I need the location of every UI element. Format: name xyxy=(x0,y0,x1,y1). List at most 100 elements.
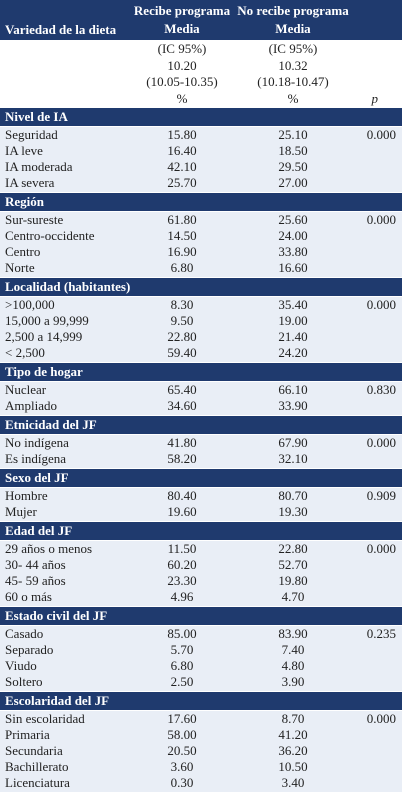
summary-cell: % xyxy=(176,90,188,106)
row-label: Licenciatura xyxy=(5,775,70,790)
value-cell: 3.90 xyxy=(281,674,305,689)
value-cell: 41.20 xyxy=(278,727,308,742)
summary-cell: (10.05-10.35) xyxy=(146,74,218,89)
value-cell: 24.20 xyxy=(278,345,308,360)
section-band xyxy=(0,522,402,540)
section-body xyxy=(0,382,402,415)
value-cell: 25.10 xyxy=(278,127,308,142)
value-cell: 27.00 xyxy=(278,175,308,190)
row-label: Bachillerato xyxy=(5,759,69,774)
value-cell: 16.60 xyxy=(278,260,308,275)
section-title: Localidad (habitantes) xyxy=(5,279,131,294)
row-label: 45- 59 años xyxy=(5,573,66,588)
row-label: Ampliado xyxy=(5,398,57,413)
value-cell: 60.20 xyxy=(167,557,197,572)
section-title: Etnicidad del JF xyxy=(5,417,97,432)
column-subtitle: Media xyxy=(164,21,200,36)
value-cell: 6.80 xyxy=(170,658,194,673)
row-label: Hombre xyxy=(5,488,48,503)
row-label: IA leve xyxy=(5,143,43,158)
row-label: Soltero xyxy=(5,674,43,689)
value-cell: 35.40 xyxy=(278,297,308,312)
row-label: Separado xyxy=(5,642,54,657)
section-body xyxy=(0,212,402,277)
section-body xyxy=(0,435,402,468)
value-cell: 66.10 xyxy=(278,382,308,397)
row-label: Seguridad xyxy=(5,127,58,142)
value-cell: 41.80 xyxy=(167,435,197,450)
p-value: 0.000 xyxy=(366,541,396,556)
value-cell: 85.00 xyxy=(167,626,197,641)
row-label: Casado xyxy=(5,626,44,641)
value-cell: 4.70 xyxy=(281,589,305,604)
row-label: 60 o más xyxy=(5,589,52,604)
value-cell: 3.40 xyxy=(281,775,305,790)
p-value: 0.235 xyxy=(366,626,396,641)
column-title: Recibe programa xyxy=(133,3,231,18)
section-title: Sexo del JF xyxy=(5,470,69,485)
value-cell: 4.96 xyxy=(170,589,194,604)
summary-cell: (IC 95%) xyxy=(268,41,318,56)
column-subtitle: Media xyxy=(275,21,311,36)
row-label: Mujer xyxy=(5,504,37,519)
value-cell: 80.40 xyxy=(167,488,197,503)
section-band xyxy=(0,692,402,710)
value-cell: 21.40 xyxy=(278,329,308,344)
p-value: 0.830 xyxy=(366,382,396,397)
value-cell: 19.00 xyxy=(278,313,308,328)
value-cell: 9.50 xyxy=(170,313,194,328)
value-cell: 19.80 xyxy=(278,573,308,588)
section-title: Tipo de hogar xyxy=(5,364,83,379)
column-title: No recibe programa xyxy=(237,3,349,18)
row-label: Es indígena xyxy=(5,451,67,466)
value-cell: 4.80 xyxy=(281,658,305,673)
p-value: 0.000 xyxy=(366,435,396,450)
value-cell: 16.40 xyxy=(167,143,197,158)
value-cell: 33.80 xyxy=(278,244,308,259)
row-label: Primaria xyxy=(5,727,50,742)
row-label: 15,000 a 99,999 xyxy=(5,313,89,328)
value-cell: 8.30 xyxy=(170,297,194,312)
section-band xyxy=(0,469,402,487)
section-title: Escolaridad del JF xyxy=(5,693,110,708)
section-title: Región xyxy=(5,194,44,209)
section-title: Nivel de IA xyxy=(5,109,68,124)
value-cell: 3.60 xyxy=(170,759,194,774)
row-label: IA severa xyxy=(5,175,55,190)
row-label: < 2,500 xyxy=(5,345,45,360)
value-cell: 10.50 xyxy=(278,759,308,774)
value-cell: 58.00 xyxy=(167,727,197,742)
row-label: Centro xyxy=(5,244,41,259)
value-cell: 16.90 xyxy=(167,244,197,259)
section-body xyxy=(0,626,402,691)
value-cell: 65.40 xyxy=(167,382,197,397)
p-label: p xyxy=(371,90,379,106)
section-body xyxy=(0,297,402,362)
value-cell: 24.00 xyxy=(278,228,308,243)
section-band xyxy=(0,108,402,126)
p-value: 0.000 xyxy=(366,212,396,227)
row-label: No indígena xyxy=(5,435,69,450)
value-cell: 34.60 xyxy=(167,398,197,413)
value-cell: 5.70 xyxy=(170,642,194,657)
row-label: Sur-sureste xyxy=(5,212,64,227)
value-cell: 22.80 xyxy=(278,541,308,556)
value-cell: 15.80 xyxy=(167,127,197,142)
row-label: Nuclear xyxy=(5,382,47,397)
value-cell: 7.40 xyxy=(281,642,305,657)
value-cell: 20.50 xyxy=(167,743,197,758)
value-cell: 2.50 xyxy=(170,674,194,689)
value-cell: 18.50 xyxy=(278,143,308,158)
row-label: Sin escolaridad xyxy=(5,711,85,726)
value-cell: 67.90 xyxy=(278,435,308,450)
value-cell: 52.70 xyxy=(278,557,308,572)
summary-cell: 10.32 xyxy=(278,57,308,73)
row-label: Norte xyxy=(5,260,35,275)
section-body xyxy=(0,488,402,521)
value-cell: 23.30 xyxy=(167,573,197,588)
section-band xyxy=(0,363,402,381)
header-band xyxy=(0,0,402,40)
section-band xyxy=(0,278,402,296)
section-title: Estado civil del JF xyxy=(5,608,108,623)
